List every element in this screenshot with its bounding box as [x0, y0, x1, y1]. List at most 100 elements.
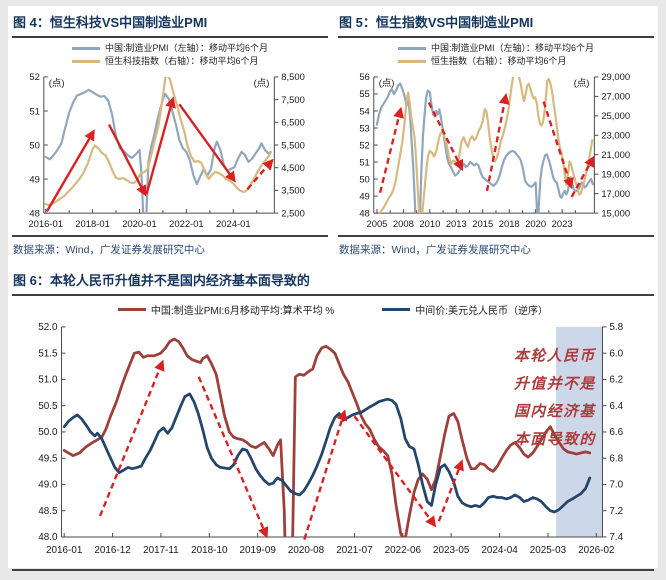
figure6-title: 图 6：本轮人民币升值并不是国内经济基本面导致的 — [13, 272, 310, 288]
figure5-source: 数据来源：Wind，广发证券发展研究中心 — [339, 243, 531, 256]
svg-text:15,000: 15,000 — [601, 207, 630, 218]
legend-item: 中国:制造业PMI:6月移动平均:算术平均 % — [117, 302, 335, 317]
svg-text:3,500: 3,500 — [281, 185, 305, 196]
svg-text:2025-03: 2025-03 — [530, 545, 567, 556]
hstech-vs-pmi-chart: 48 49 50 51 52 2,500 3,500 4,500 5,500 6,500 7,500… — [28, 71, 305, 229]
figure4-bottom-rule — [12, 234, 328, 237]
svg-text:2020-01: 2020-01 — [122, 218, 157, 229]
svg-text:49.5: 49.5 — [38, 453, 58, 464]
svg-text:2017-11: 2017-11 — [143, 545, 179, 556]
svg-text:27,000: 27,000 — [601, 91, 630, 102]
figure5-title-rule — [338, 36, 654, 38]
legend-label: 中国:制造业PMI:6月移动平均:算术平均 % — [150, 305, 335, 317]
legend-line-swatch — [397, 47, 426, 50]
svg-text:2018: 2018 — [499, 218, 520, 229]
svg-text:6.6: 6.6 — [609, 427, 623, 438]
svg-text:(点): (点) — [574, 77, 590, 88]
svg-text:5,500: 5,500 — [281, 139, 305, 150]
svg-text:2023: 2023 — [552, 218, 573, 229]
svg-text:2020: 2020 — [525, 218, 546, 229]
legend-line-swatch — [71, 60, 100, 63]
figure6-panel: 图 6：本轮人民币升值并不是国内经济基本面导致的 中国:制造业PMI:6月移动平… — [12, 266, 654, 571]
svg-text:2022-01: 2022-01 — [169, 218, 204, 229]
chart-annotation-line: 本面导致的 — [514, 431, 596, 448]
svg-text:2015: 2015 — [472, 218, 493, 229]
svg-text:2005: 2005 — [366, 218, 387, 229]
svg-text:49.0: 49.0 — [38, 480, 58, 491]
svg-text:54: 54 — [359, 105, 369, 116]
figure4-source: 数据来源：Wind，广发证券发展研究中心 — [13, 243, 205, 256]
svg-text:(点): (点) — [379, 77, 395, 88]
chart-annotation-line: 国内经济基 — [514, 403, 596, 420]
svg-text:51.0: 51.0 — [38, 375, 58, 386]
svg-text:52: 52 — [359, 139, 369, 150]
legend-item: 中国:制造业PMI（左轴）：移动平均6个月 — [71, 42, 268, 55]
svg-text:2019-09: 2019-09 — [240, 545, 277, 556]
svg-text:49: 49 — [29, 173, 39, 184]
svg-text:25,000: 25,000 — [601, 110, 630, 121]
svg-text:2016-01: 2016-01 — [46, 545, 83, 556]
svg-text:7.2: 7.2 — [609, 506, 623, 517]
svg-text:50.5: 50.5 — [38, 401, 58, 412]
legend-label: 恒生科技指数（右轴）：移动平均6个月 — [104, 56, 259, 66]
svg-text:6,500: 6,500 — [281, 117, 305, 128]
svg-text:8,500: 8,500 — [281, 71, 305, 82]
svg-text:6.0: 6.0 — [609, 348, 623, 359]
svg-text:6.2: 6.2 — [609, 375, 623, 386]
legend-item: 恒生指数（右轴）：移动平均6个月 — [397, 55, 594, 68]
svg-text:2,500: 2,500 — [281, 207, 305, 218]
svg-text:51.5: 51.5 — [38, 348, 58, 359]
legend-label: 中国:制造业PMI（左轴）：移动平均6个月 — [430, 43, 594, 53]
legend-item: 恒生科技指数（右轴）：移动平均6个月 — [71, 55, 268, 68]
report-figures-card: 图 4：恒生科技VS中国制造业PMI 中国:制造业PMI（左轴）：移动平均6个月… — [8, 6, 658, 571]
legend-item: 中间价:美元兑人民币（逆序） — [382, 302, 548, 317]
svg-text:6.8: 6.8 — [609, 453, 623, 464]
figure6-title-rule — [12, 293, 654, 296]
svg-text:51: 51 — [359, 156, 369, 167]
svg-text:2010: 2010 — [419, 218, 440, 229]
svg-text:2022-06: 2022-06 — [385, 545, 422, 556]
svg-text:2018-01: 2018-01 — [75, 218, 110, 229]
pmi-vs-usdcny-chart: 48.0 48.5 49.0 49.5 50.0 50.5 51.0 51.5 52.0 5.8 6… — [38, 322, 623, 556]
svg-text:56: 56 — [359, 71, 369, 82]
top-charts-row: 图 4：恒生科技VS中国制造业PMI 中国:制造业PMI（左轴）：移动平均6个月… — [12, 8, 654, 257]
svg-text:7.0: 7.0 — [609, 480, 623, 491]
figure5-bottom-rule — [338, 234, 654, 237]
svg-text:48.5: 48.5 — [38, 506, 58, 517]
legend-item: 中国:制造业PMI（左轴）：移动平均6个月 — [397, 42, 594, 55]
svg-text:2024-04: 2024-04 — [481, 545, 518, 556]
svg-text:53: 53 — [359, 122, 369, 133]
svg-text:21,000: 21,000 — [601, 149, 630, 160]
svg-text:2026-02: 2026-02 — [578, 545, 614, 556]
legend-line-swatch — [71, 47, 100, 50]
svg-text:17,000: 17,000 — [601, 188, 630, 199]
svg-text:29,000: 29,000 — [601, 71, 630, 82]
chart-annotation-line: 升值并不是 — [513, 375, 596, 392]
figure5-panel: 图 5：恒生指数VS中国制造业PMI 中国:制造业PMI（左轴）：移动平均6个月… — [338, 8, 654, 257]
svg-text:2020-08: 2020-08 — [288, 545, 325, 556]
svg-text:7.4: 7.4 — [609, 532, 623, 543]
figure5-title: 图 5：恒生指数VS中国制造业PMI — [339, 15, 534, 30]
svg-text:2013: 2013 — [446, 218, 467, 229]
svg-text:52.0: 52.0 — [38, 322, 58, 333]
svg-text:2023-05: 2023-05 — [433, 545, 470, 556]
figure4-title-rule — [12, 36, 328, 38]
svg-text:2024-01: 2024-01 — [216, 218, 251, 229]
svg-text:51: 51 — [29, 105, 39, 116]
figure6-bottom-rule — [12, 568, 654, 571]
hsi-vs-pmi-chart: 48 49 50 51 52 53 54 55 56 15,000 17,000 19,000 21,0… — [359, 71, 630, 229]
svg-text:48.0: 48.0 — [38, 532, 58, 543]
figure4-panel: 图 4：恒生科技VS中国制造业PMI 中国:制造业PMI（左轴）：移动平均6个月… — [12, 8, 328, 257]
svg-text:19,000: 19,000 — [601, 168, 630, 179]
figure6-legend: 中国:制造业PMI:6月移动平均:算术平均 % 中间价:美元兑人民币（逆序） — [12, 302, 654, 317]
svg-text:(点): (点) — [49, 77, 65, 88]
svg-text:23,000: 23,000 — [601, 130, 630, 141]
svg-text:2008: 2008 — [393, 218, 414, 229]
svg-text:50: 50 — [29, 139, 39, 150]
svg-text:6.4: 6.4 — [609, 401, 623, 412]
svg-text:48: 48 — [359, 207, 369, 218]
svg-text:55: 55 — [359, 88, 369, 99]
chart-annotation-line: 本轮人民币 — [514, 348, 596, 365]
legend-line-swatch — [382, 307, 411, 311]
